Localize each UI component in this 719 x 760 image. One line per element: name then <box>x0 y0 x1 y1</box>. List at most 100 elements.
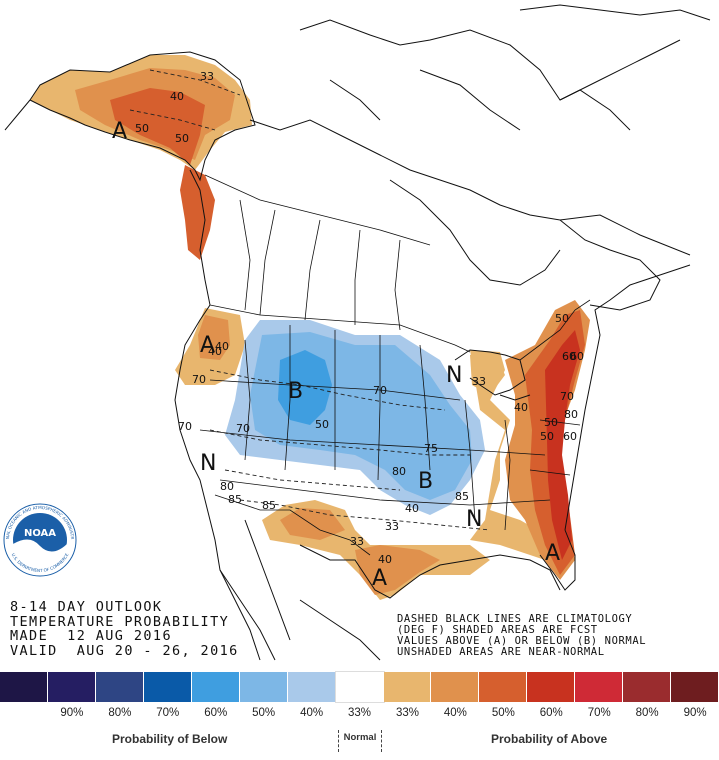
arctic-islands <box>299 19 631 131</box>
mexico-coast <box>299 599 381 661</box>
geographic-outlines <box>4 4 711 661</box>
legend-normal-caption: Normal <box>338 730 382 752</box>
legend-color-bar <box>0 671 719 703</box>
east-coast <box>564 264 691 531</box>
legend-below-caption: Probability of Below <box>112 732 228 746</box>
canada-us-east-border <box>519 299 591 361</box>
noaa-logo: NOAA NATIONAL OCEANIC AND ATMOSPHERIC AD… <box>3 503 77 577</box>
legend-percent-label: 90% <box>683 707 707 719</box>
outlook-title-line: 8-14 DAY OUTLOOK <box>10 599 163 615</box>
contour-value: 80 <box>564 408 578 421</box>
contour-value: 75 <box>424 442 438 455</box>
contour-value: 60 <box>570 350 584 363</box>
climatology-lines <box>129 69 491 531</box>
contour-value: 40 <box>208 345 222 358</box>
legend-color-cell <box>575 672 624 702</box>
legend-percent-label <box>0 707 48 719</box>
legend-color-cell <box>383 672 432 702</box>
contour-value: 40 <box>170 90 184 103</box>
contour-value: 40 <box>378 553 392 566</box>
legend-percent-label: 80% <box>108 707 132 719</box>
hudson-bay <box>389 179 561 286</box>
category-letter: B <box>418 469 433 494</box>
alaska-peninsula <box>4 99 31 131</box>
legend-info-block: DASHED BLACK LINES ARE CLIMATOLOGY (DEG … <box>397 614 646 658</box>
category-letter: N <box>200 451 216 476</box>
east-above-60 <box>545 330 580 560</box>
legend-color-cell <box>431 672 480 702</box>
contour-value: 40 <box>514 401 528 414</box>
legend-color-cell <box>479 672 528 702</box>
contour-value: 85 <box>455 490 469 503</box>
tx-above-40 <box>355 545 440 595</box>
contour-value: 80 <box>220 480 234 493</box>
contour-value: 70 <box>373 384 387 397</box>
us-mexico-border <box>214 494 371 556</box>
east-above-33 <box>470 350 555 560</box>
legend-color-cell <box>334 671 385 703</box>
contour-value: 33 <box>385 520 399 533</box>
legend-percent-label: 50% <box>491 707 515 719</box>
category-letter: A <box>372 566 387 591</box>
contour-value: 70 <box>192 373 206 386</box>
outlook-valid-dates: VALID AUG 20 - 26, 2016 <box>10 642 239 659</box>
great-lakes <box>454 349 531 401</box>
contour-value: 70 <box>560 390 574 403</box>
contour-value: 60 <box>562 350 576 363</box>
noaa-logo-text: NOAA <box>24 528 56 539</box>
us-states <box>199 325 581 531</box>
category-letter: N <box>446 363 462 388</box>
legend-percent-label: 40% <box>300 707 324 719</box>
contour-value: 50 <box>540 430 554 443</box>
labrador <box>559 219 661 311</box>
info-line: DASHED BLACK LINES ARE CLIMATOLOGY <box>397 613 633 625</box>
greenland <box>519 4 711 101</box>
political-borders <box>199 174 591 556</box>
legend-color-cell <box>671 672 719 702</box>
legend-color-cell <box>143 672 192 702</box>
category-letters: A A B N B N N A A <box>112 119 560 591</box>
legend-color-cell <box>0 672 48 702</box>
legend-color-cell <box>95 672 144 702</box>
gulf-coast <box>299 544 561 599</box>
legend-color-cell <box>191 672 240 702</box>
sw-above-40 <box>280 508 345 540</box>
legend-percent-label: 50% <box>252 707 276 719</box>
shaded-regions <box>30 55 590 600</box>
category-letter: B <box>288 379 303 404</box>
legend-percent-label: 40% <box>443 707 467 719</box>
legend-color-cell <box>287 672 336 702</box>
outlook-made-date: MADE 12 AUG 2016 <box>10 628 172 644</box>
outlook-title-line: TEMPERATURE PROBABILITY <box>10 613 230 630</box>
contour-value: 50 <box>544 416 558 429</box>
pnw-above-40 <box>198 315 230 360</box>
legend-color-cell <box>623 672 672 702</box>
contour-value: 70 <box>178 420 192 433</box>
contour-labels: 33 40 50 40 50 70 50 40 70 70 50 33 75 8… <box>135 70 584 566</box>
contour-value: 80 <box>392 465 406 478</box>
legend-percent-label: 33% <box>348 707 372 719</box>
legend-color-cell <box>527 672 576 702</box>
legend-percent-label: 70% <box>587 707 611 719</box>
alaska-outline <box>29 51 256 182</box>
legend-percent-label: 60% <box>539 707 563 719</box>
info-line: UNSHADED AREAS ARE NEAR-NORMAL <box>397 646 605 658</box>
category-letter: A <box>200 333 215 358</box>
canada-us-border <box>209 304 471 353</box>
contour-value: 60 <box>563 430 577 443</box>
outlook-title-block: 8-14 DAY OUTLOOK TEMPERATURE PROBABILITY… <box>10 600 239 658</box>
below-50 <box>278 350 332 425</box>
info-line: (DEG F) SHADED AREAS ARE FCST <box>397 624 598 636</box>
contour-value: 50 <box>175 132 189 145</box>
baja <box>219 519 291 661</box>
legend-percent-label: 70% <box>156 707 180 719</box>
west-coast <box>174 169 261 661</box>
contour-value: 85 <box>228 493 242 506</box>
legend-percent-label: 90% <box>60 707 84 719</box>
legend-color-cell <box>239 672 288 702</box>
alaska-above-50 <box>110 88 205 165</box>
contour-value: 33 <box>472 375 486 388</box>
coastal-bc-above-50 <box>180 165 215 260</box>
contour-value: 50 <box>135 122 149 135</box>
category-letter: A <box>545 541 560 566</box>
